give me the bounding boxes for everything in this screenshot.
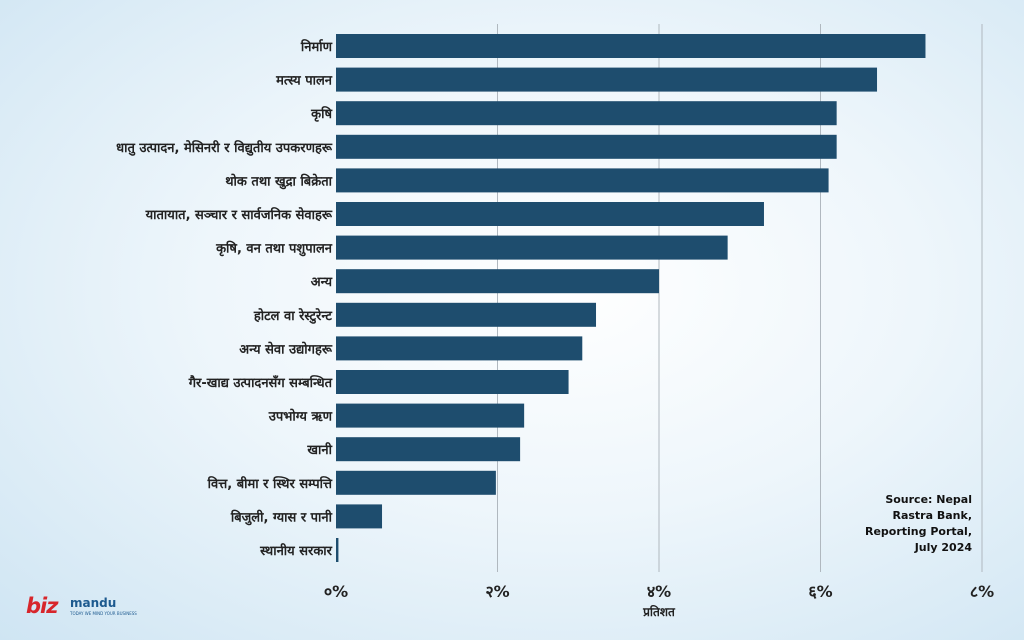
logo-tagline: TODAY WE MIND YOUR BUSINESS [70,611,137,616]
x-tick-label: ८% [970,582,994,601]
category-label: मत्स्य पालन [275,74,333,89]
bar [336,437,521,462]
x-tick-label: ०% [324,582,348,601]
bizmandu-logo: biz mandu TODAY WE MIND YOUR BUSINESS [26,594,146,622]
bar [336,168,829,193]
category-label: अन्य [311,275,333,290]
logo-biz-text: biz [26,594,58,618]
logo-mandu-text: mandu [70,596,117,610]
bar [336,470,496,495]
bar [336,302,597,327]
bar [336,370,569,394]
bar [336,34,926,58]
category-label: कृषि [310,106,332,122]
category-label: धातु उत्पादन, मेसिनरी र विद्युतीय उपकरणह… [116,140,333,156]
tick-label-layer: ०% २% ४% ६% ८% [324,582,994,601]
category-label: उपभोग्य ऋण [268,409,333,425]
bar [336,134,837,159]
bar [336,504,383,529]
category-label: स्थानीय सरकार [259,543,333,559]
source-note: Source: Nepal Rastra Bank, Reporting Por… [864,493,972,554]
bar [336,336,583,361]
category-label: निर्माण [300,39,333,55]
category-label-layer: निर्माण मत्स्य पालन कृषि धातु उत्पादन, मेसि… [116,39,333,559]
bar [336,269,659,294]
x-axis-title: प्रतिशत [642,605,676,619]
bar [336,235,728,260]
bar [336,403,525,428]
category-label: यातायात, सञ्चार र सार्वजनिक सेवाहरू [145,207,333,223]
category-label: गैर-खाद्य उत्पादनसँग सम्बन्धित [188,375,333,391]
bar-layer [336,34,926,562]
category-label: वित्त, बीमा र स्थिर सम्पत्ति [207,476,333,492]
category-label: बिजुली, ग्यास र पानी [230,509,333,525]
category-label: थोक तथा खुद्रा बिक्रेता [225,173,332,189]
bar [336,538,339,562]
bar [336,202,764,226]
x-tick-label: ६% [808,582,832,601]
category-label: खानी [306,442,332,458]
category-label: अन्य सेवा उद्योगहरू [239,341,333,357]
x-tick-label: २% [485,582,509,601]
category-label: कृषि, वन तथा पशुपालन [215,241,333,257]
bar [336,101,837,126]
bar [336,67,878,92]
category-label: होटल वा रेस्टुरेन्ट [253,308,333,324]
x-tick-label: ४% [647,582,671,601]
